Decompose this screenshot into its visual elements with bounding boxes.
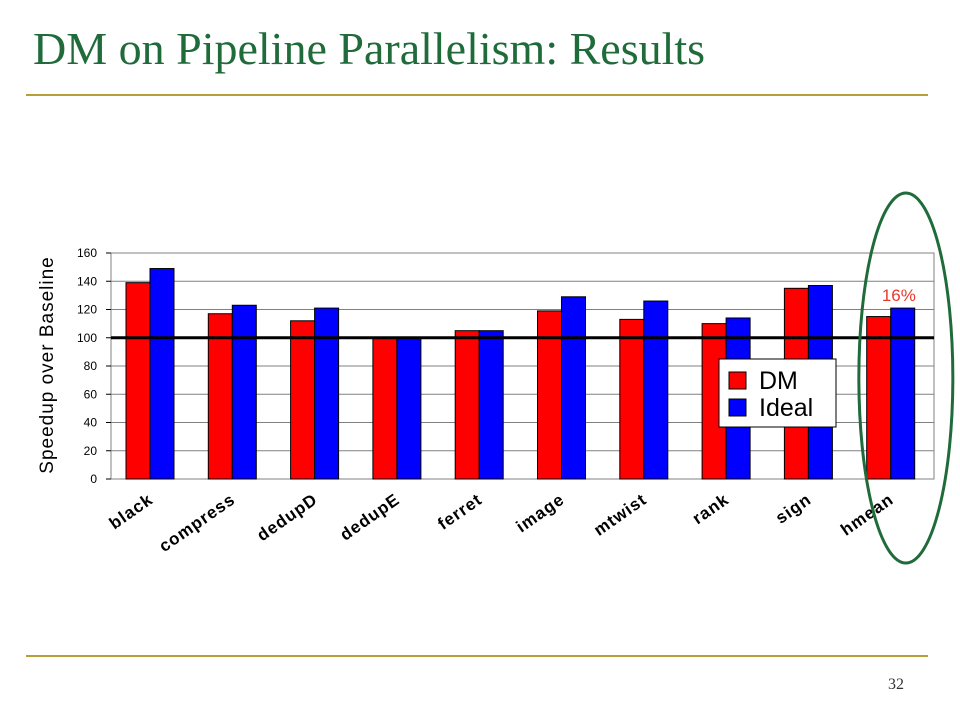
y-axis-ticks: 0 20 40 60 80 100 120 140 160 bbox=[77, 246, 111, 486]
bar-ideal-dedupE bbox=[396, 337, 422, 480]
highlight-ellipse bbox=[857, 191, 955, 565]
category-label-compress: compress bbox=[155, 490, 238, 556]
category-label-black: black bbox=[106, 490, 157, 533]
y-tick-label: 160 bbox=[77, 246, 97, 260]
category-label-dedupE: dedupE bbox=[336, 490, 403, 545]
bar-dm-hmean bbox=[866, 316, 892, 480]
bar-ideal-compress bbox=[231, 304, 257, 480]
y-tick-label: 80 bbox=[84, 359, 98, 373]
legend-swatch-ideal bbox=[728, 398, 747, 417]
legend-label-ideal: Ideal bbox=[759, 394, 813, 422]
category-label-hmean: hmean bbox=[837, 490, 897, 540]
bar-ideal-hmean bbox=[890, 307, 916, 480]
bar-ideal-image bbox=[561, 296, 586, 480]
category-label-mtwist: mtwist bbox=[590, 490, 650, 540]
y-tick-label: 140 bbox=[77, 274, 97, 288]
category-label-image: image bbox=[513, 490, 568, 537]
y-axis-label: Speedup over Baseline bbox=[37, 256, 58, 473]
y-tick-label: 120 bbox=[77, 303, 97, 317]
bar-ideal-dedupD bbox=[314, 307, 340, 480]
page-number: 32 bbox=[888, 676, 904, 693]
bar-ideal-mtwist bbox=[643, 300, 669, 480]
slide-title: DM on Pipeline Parallelism: Results bbox=[33, 23, 706, 74]
bar-dm-ferret bbox=[454, 330, 480, 480]
bar-dm-dedupE bbox=[372, 337, 398, 480]
y-tick-label: 60 bbox=[84, 387, 98, 401]
title-divider bbox=[26, 94, 928, 96]
legend-swatch-dm bbox=[728, 371, 747, 390]
category-label-ferret: ferret bbox=[434, 490, 485, 534]
category-label-rank: rank bbox=[689, 490, 733, 528]
y-tick-label: 20 bbox=[84, 444, 98, 458]
y-tick-label: 0 bbox=[90, 472, 97, 486]
bar-dm-image bbox=[537, 310, 562, 480]
bar-ideal-black bbox=[149, 268, 175, 480]
category-label-sign: sign bbox=[772, 490, 815, 528]
annotation-label: 16% bbox=[882, 286, 916, 305]
bar-dm-dedupD bbox=[290, 320, 316, 480]
bar-dm-mtwist bbox=[619, 318, 645, 480]
bar-dm-compress bbox=[207, 313, 233, 480]
x-axis-categories: black compress dedupD dedupE ferret image mtwi… bbox=[106, 490, 897, 556]
footer-divider bbox=[26, 655, 928, 657]
bar-ideal-ferret bbox=[478, 330, 504, 480]
legend-label-dm: DM bbox=[759, 367, 798, 395]
category-label-dedupD: dedupD bbox=[253, 490, 321, 545]
y-tick-label: 40 bbox=[84, 416, 98, 430]
bar-dm-black bbox=[125, 282, 151, 480]
y-tick-label: 100 bbox=[77, 331, 97, 345]
